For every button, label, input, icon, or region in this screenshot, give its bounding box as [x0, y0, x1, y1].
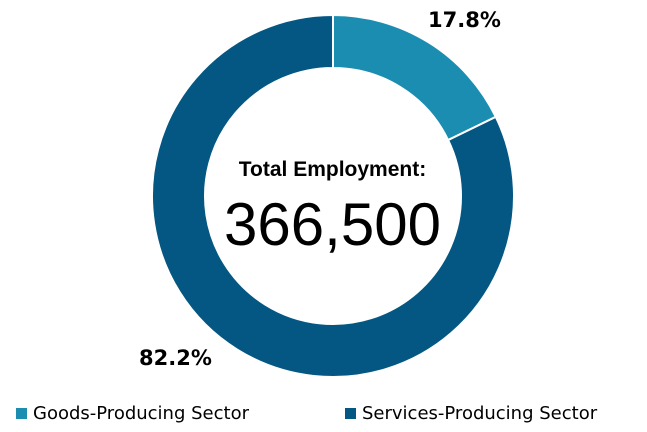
goods-percent-label: 17.8%: [428, 8, 501, 32]
center-total-value: 366,500: [224, 191, 441, 258]
legend-swatch-goods: [16, 408, 27, 419]
services-percent-label: 82.2%: [139, 346, 212, 370]
center-title: Total Employment:: [238, 158, 427, 181]
legend-label-goods: Goods-Producing Sector: [33, 403, 249, 424]
legend-swatch-services: [345, 408, 356, 419]
legend-item-goods: Goods-Producing Sector: [16, 403, 249, 424]
legend-item-services: Services-Producing Sector: [345, 403, 597, 424]
donut-slice-goods: [332, 13, 498, 142]
legend-label-services: Services-Producing Sector: [362, 403, 598, 424]
donut-slice-services: [151, 13, 515, 378]
